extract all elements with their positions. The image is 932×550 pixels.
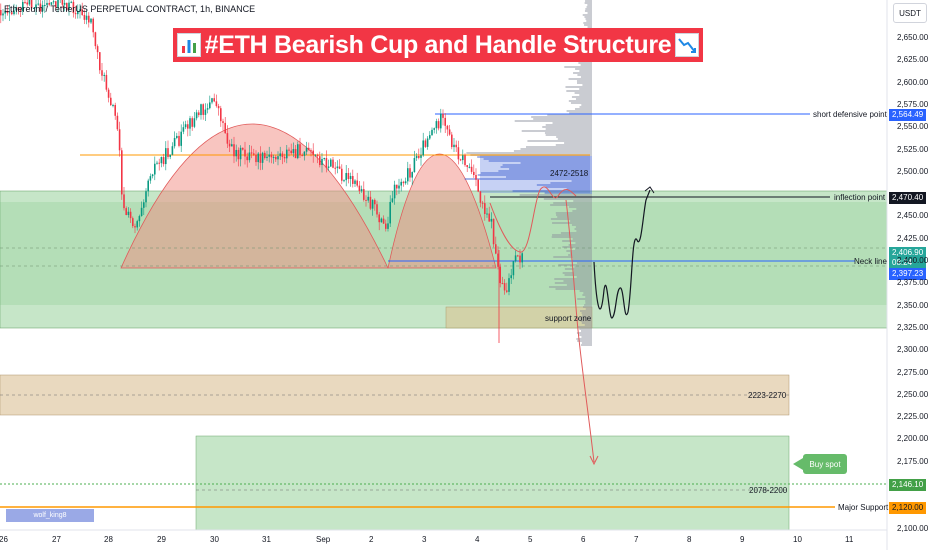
time-tick: 30: [210, 535, 219, 544]
neck-line-label: Neck line: [854, 257, 887, 266]
time-tick: 7: [634, 535, 639, 544]
time-tick: 10: [793, 535, 802, 544]
bullish-projection: [489, 186, 577, 253]
buy-spot-callout: Buy spot: [793, 454, 847, 474]
short-defensive-price-tag: 2,564.49: [889, 109, 927, 121]
time-tick: 8: [687, 535, 692, 544]
time-tick: 5: [528, 535, 533, 544]
neck-price-tag: 2,397.23: [889, 268, 927, 280]
range-top-label: 2472-2518: [550, 169, 589, 178]
price-tick: 2,575.00: [897, 99, 929, 109]
author-tag: wolf_king8: [6, 509, 94, 522]
title-text: #ETH Bearish Cup and Handle Structure: [204, 30, 672, 59]
range-2472-2518-box: [480, 155, 590, 193]
zone-2223-2270: [0, 374, 790, 416]
zone-2078-2200: [195, 435, 790, 531]
time-tick: Sep: [316, 535, 331, 544]
support-zone-label: support zone: [545, 314, 592, 323]
price-tick: 2,375.00: [897, 278, 929, 288]
price-tick: 2,300.00: [897, 345, 929, 355]
time-tick: 9: [740, 535, 745, 544]
price-tick: 2,175.00: [897, 456, 929, 466]
support-zone-box: [445, 306, 593, 329]
time-tick: 4: [475, 535, 480, 544]
time-tick: 26: [0, 535, 8, 544]
price-tick: 2,525.00: [897, 144, 929, 154]
zone-mid-label: 2223-2270: [748, 391, 787, 400]
bar-countdown: 08:24: [892, 258, 913, 267]
title-banner: #ETH Bearish Cup and Handle Structure: [173, 28, 703, 62]
last-price-tag: 2,406.90 08:24: [889, 247, 927, 268]
price-tick: 2,100.00: [897, 523, 929, 533]
major-support-price-tag: 2,120.00: [889, 502, 927, 514]
price-tick: 2,250.00: [897, 389, 929, 399]
author-name: wolf_king8: [33, 512, 67, 519]
green-level-price-tag: 2,146.10: [889, 479, 927, 491]
time-tick: 11: [845, 535, 854, 544]
time-tick: 31: [262, 535, 271, 544]
time-tick: 6: [581, 535, 586, 544]
bar-chart-icon: [176, 33, 201, 57]
major-support-label: Major Support: [838, 503, 889, 512]
price-tick: 2,450.00: [897, 211, 929, 221]
inflection-label: inflection point: [834, 193, 886, 202]
price-tick: 2,400.00: [897, 256, 929, 265]
price-tick: 2,200.00: [897, 434, 929, 444]
currency-button[interactable]: USDT: [893, 3, 927, 23]
bearish-arrow-head: [589, 455, 599, 466]
time-tick: 27: [52, 535, 61, 544]
chart-decreasing-icon: [675, 33, 700, 57]
volume-profile: [464, 0, 592, 346]
time-tick: 2: [369, 535, 374, 544]
last-price-value: 2,406.90: [892, 248, 924, 257]
price-tick: 2,550.00: [897, 122, 929, 132]
price-tick: 2,225.00: [897, 412, 929, 422]
zone-low-label: 2078-2200: [749, 486, 788, 495]
time-tick: 3: [422, 535, 427, 544]
recovery-projection: [593, 189, 651, 319]
inflection-price-tag: 2,470.40: [889, 192, 927, 204]
price-tick: 2,275.00: [897, 367, 929, 377]
price-tick: 2,425.00: [897, 233, 929, 243]
time-tick: 29: [157, 535, 166, 544]
price-tick: 2,650.00: [897, 33, 929, 42]
candles: [0, 0, 523, 343]
handle-shape: [387, 153, 497, 269]
price-tick: 2,500.00: [897, 166, 929, 176]
bearish-projection: [565, 199, 595, 463]
short-defensive-label: short defensive point: [813, 110, 887, 119]
price-tick: 2,625.00: [897, 55, 929, 65]
time-tick: 28: [104, 535, 113, 544]
price-tick: 2,325.00: [897, 322, 929, 332]
price-tick: 2,350.00: [897, 300, 929, 310]
recovery-arrow-head: [644, 186, 655, 194]
symbol-label[interactable]: Ethereum / TetherUS PERPETUAL CONTRACT, …: [4, 4, 256, 14]
cup-shape: [120, 123, 389, 269]
price-tick: 2,600.00: [897, 77, 929, 87]
